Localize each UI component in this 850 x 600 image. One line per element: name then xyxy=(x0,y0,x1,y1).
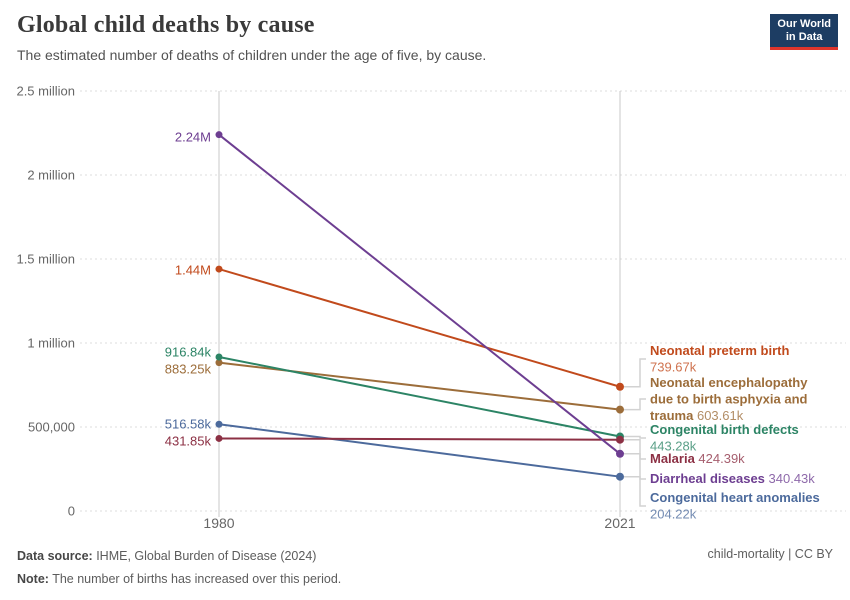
series-point-end xyxy=(616,449,624,458)
y-axis-tick-label: 1.5 million xyxy=(16,252,75,267)
y-axis-tick-label: 2.5 million xyxy=(16,84,75,99)
y-axis-tick-label: 1 million xyxy=(27,336,75,351)
series-end-value-text: 204.22k xyxy=(650,507,697,522)
label-connector-line xyxy=(624,358,646,388)
series-line xyxy=(218,437,621,441)
series-point-end xyxy=(616,435,624,444)
chart-footer: Data source: IHME, Global Burden of Dise… xyxy=(17,545,341,591)
series-name-text: trauma xyxy=(650,408,694,423)
series-end-label: trauma 603.61k xyxy=(650,408,744,423)
series-end-value-text: 340.43k xyxy=(765,471,815,486)
owid-logo-line1: Our World xyxy=(777,18,831,30)
y-axis-tick-label: 2 million xyxy=(27,168,75,183)
series-point-end xyxy=(616,405,624,414)
series-end-value-text: 739.67k xyxy=(650,360,697,375)
series-point-start xyxy=(215,434,223,442)
note-label: Note: xyxy=(17,572,49,586)
series-end-label: Malaria 424.39k xyxy=(650,451,745,466)
label-connector-line xyxy=(624,438,646,460)
series-name-text: Congenital heart anomalies xyxy=(650,490,820,505)
series-end-label: Neonatal encephalopathy xyxy=(650,375,808,390)
series-point-start xyxy=(215,131,223,139)
y-axis-tick-label: 500,000 xyxy=(28,420,75,435)
x-axis-tick-label: 2021 xyxy=(604,515,635,531)
series-end-value-text: 443.28k xyxy=(650,439,697,454)
owid-logo-line2: in Data xyxy=(785,31,823,43)
series-name-text: Diarrheal diseases xyxy=(650,471,765,486)
series-end-label: 739.67k xyxy=(650,360,697,375)
series-end-label: 204.22k xyxy=(650,507,697,522)
note-text: The number of births has increased over … xyxy=(48,572,342,586)
series-line xyxy=(218,268,621,388)
label-connector-line xyxy=(624,398,646,411)
series-start-value-label: 883.25k xyxy=(165,362,212,377)
page-title: Global child deaths by cause xyxy=(17,12,315,38)
series-line xyxy=(218,423,621,478)
series-name-text: due to birth asphyxia and xyxy=(650,392,808,407)
series-name-text: Congenital birth defects xyxy=(650,422,799,437)
series-end-label: Diarrheal diseases 340.43k xyxy=(650,471,815,486)
series-end-label: Neonatal preterm birth xyxy=(650,343,789,358)
series-point-start xyxy=(215,353,223,361)
series-end-label: Congenital heart anomalies xyxy=(650,490,820,505)
series-name-text: Neonatal preterm birth xyxy=(650,343,789,358)
y-axis-tick-label: 0 xyxy=(68,504,75,519)
series-name-text: Malaria xyxy=(650,451,696,466)
data-source-label: Data source: xyxy=(17,549,93,563)
series-point-start xyxy=(215,265,223,273)
license-link[interactable]: child-mortality | CC BY xyxy=(707,547,834,561)
series-name-text: Neonatal encephalopathy xyxy=(650,375,808,390)
series-start-value-label: 516.58k xyxy=(165,417,212,432)
series-end-value-text: 603.61k xyxy=(693,408,743,423)
series-end-label: 443.28k xyxy=(650,439,697,454)
note-line: Note: The number of births has increased… xyxy=(17,568,341,591)
series-point-start xyxy=(215,359,223,367)
series-end-label: due to birth asphyxia and xyxy=(650,392,808,407)
chart-header: Global child deaths by cause The estimat… xyxy=(17,12,747,63)
label-connector-line xyxy=(624,475,646,507)
series-point-end xyxy=(616,472,624,481)
data-source-line: Data source: IHME, Global Burden of Dise… xyxy=(17,545,341,568)
series-start-value-label: 431.85k xyxy=(165,433,212,448)
series-start-value-label: 916.84k xyxy=(165,344,212,359)
label-connector-line xyxy=(624,435,646,439)
series-start-value-label: 2.24M xyxy=(175,129,211,144)
series-line xyxy=(218,355,621,438)
label-connector-line xyxy=(624,453,646,480)
x-axis-tick-label: 1980 xyxy=(203,515,234,531)
owid-logo[interactable]: Our World in Data xyxy=(770,14,838,50)
chart-subtitle: The estimated number of deaths of childr… xyxy=(17,47,487,63)
series-point-start xyxy=(215,420,223,428)
series-start-value-label: 1.44M xyxy=(175,263,211,278)
series-point-end xyxy=(616,382,624,391)
series-end-label: Congenital birth defects xyxy=(650,422,799,437)
series-end-value-text: 424.39k xyxy=(695,451,745,466)
series-line xyxy=(218,133,621,455)
data-source-text: IHME, Global Burden of Disease (2024) xyxy=(92,549,317,563)
